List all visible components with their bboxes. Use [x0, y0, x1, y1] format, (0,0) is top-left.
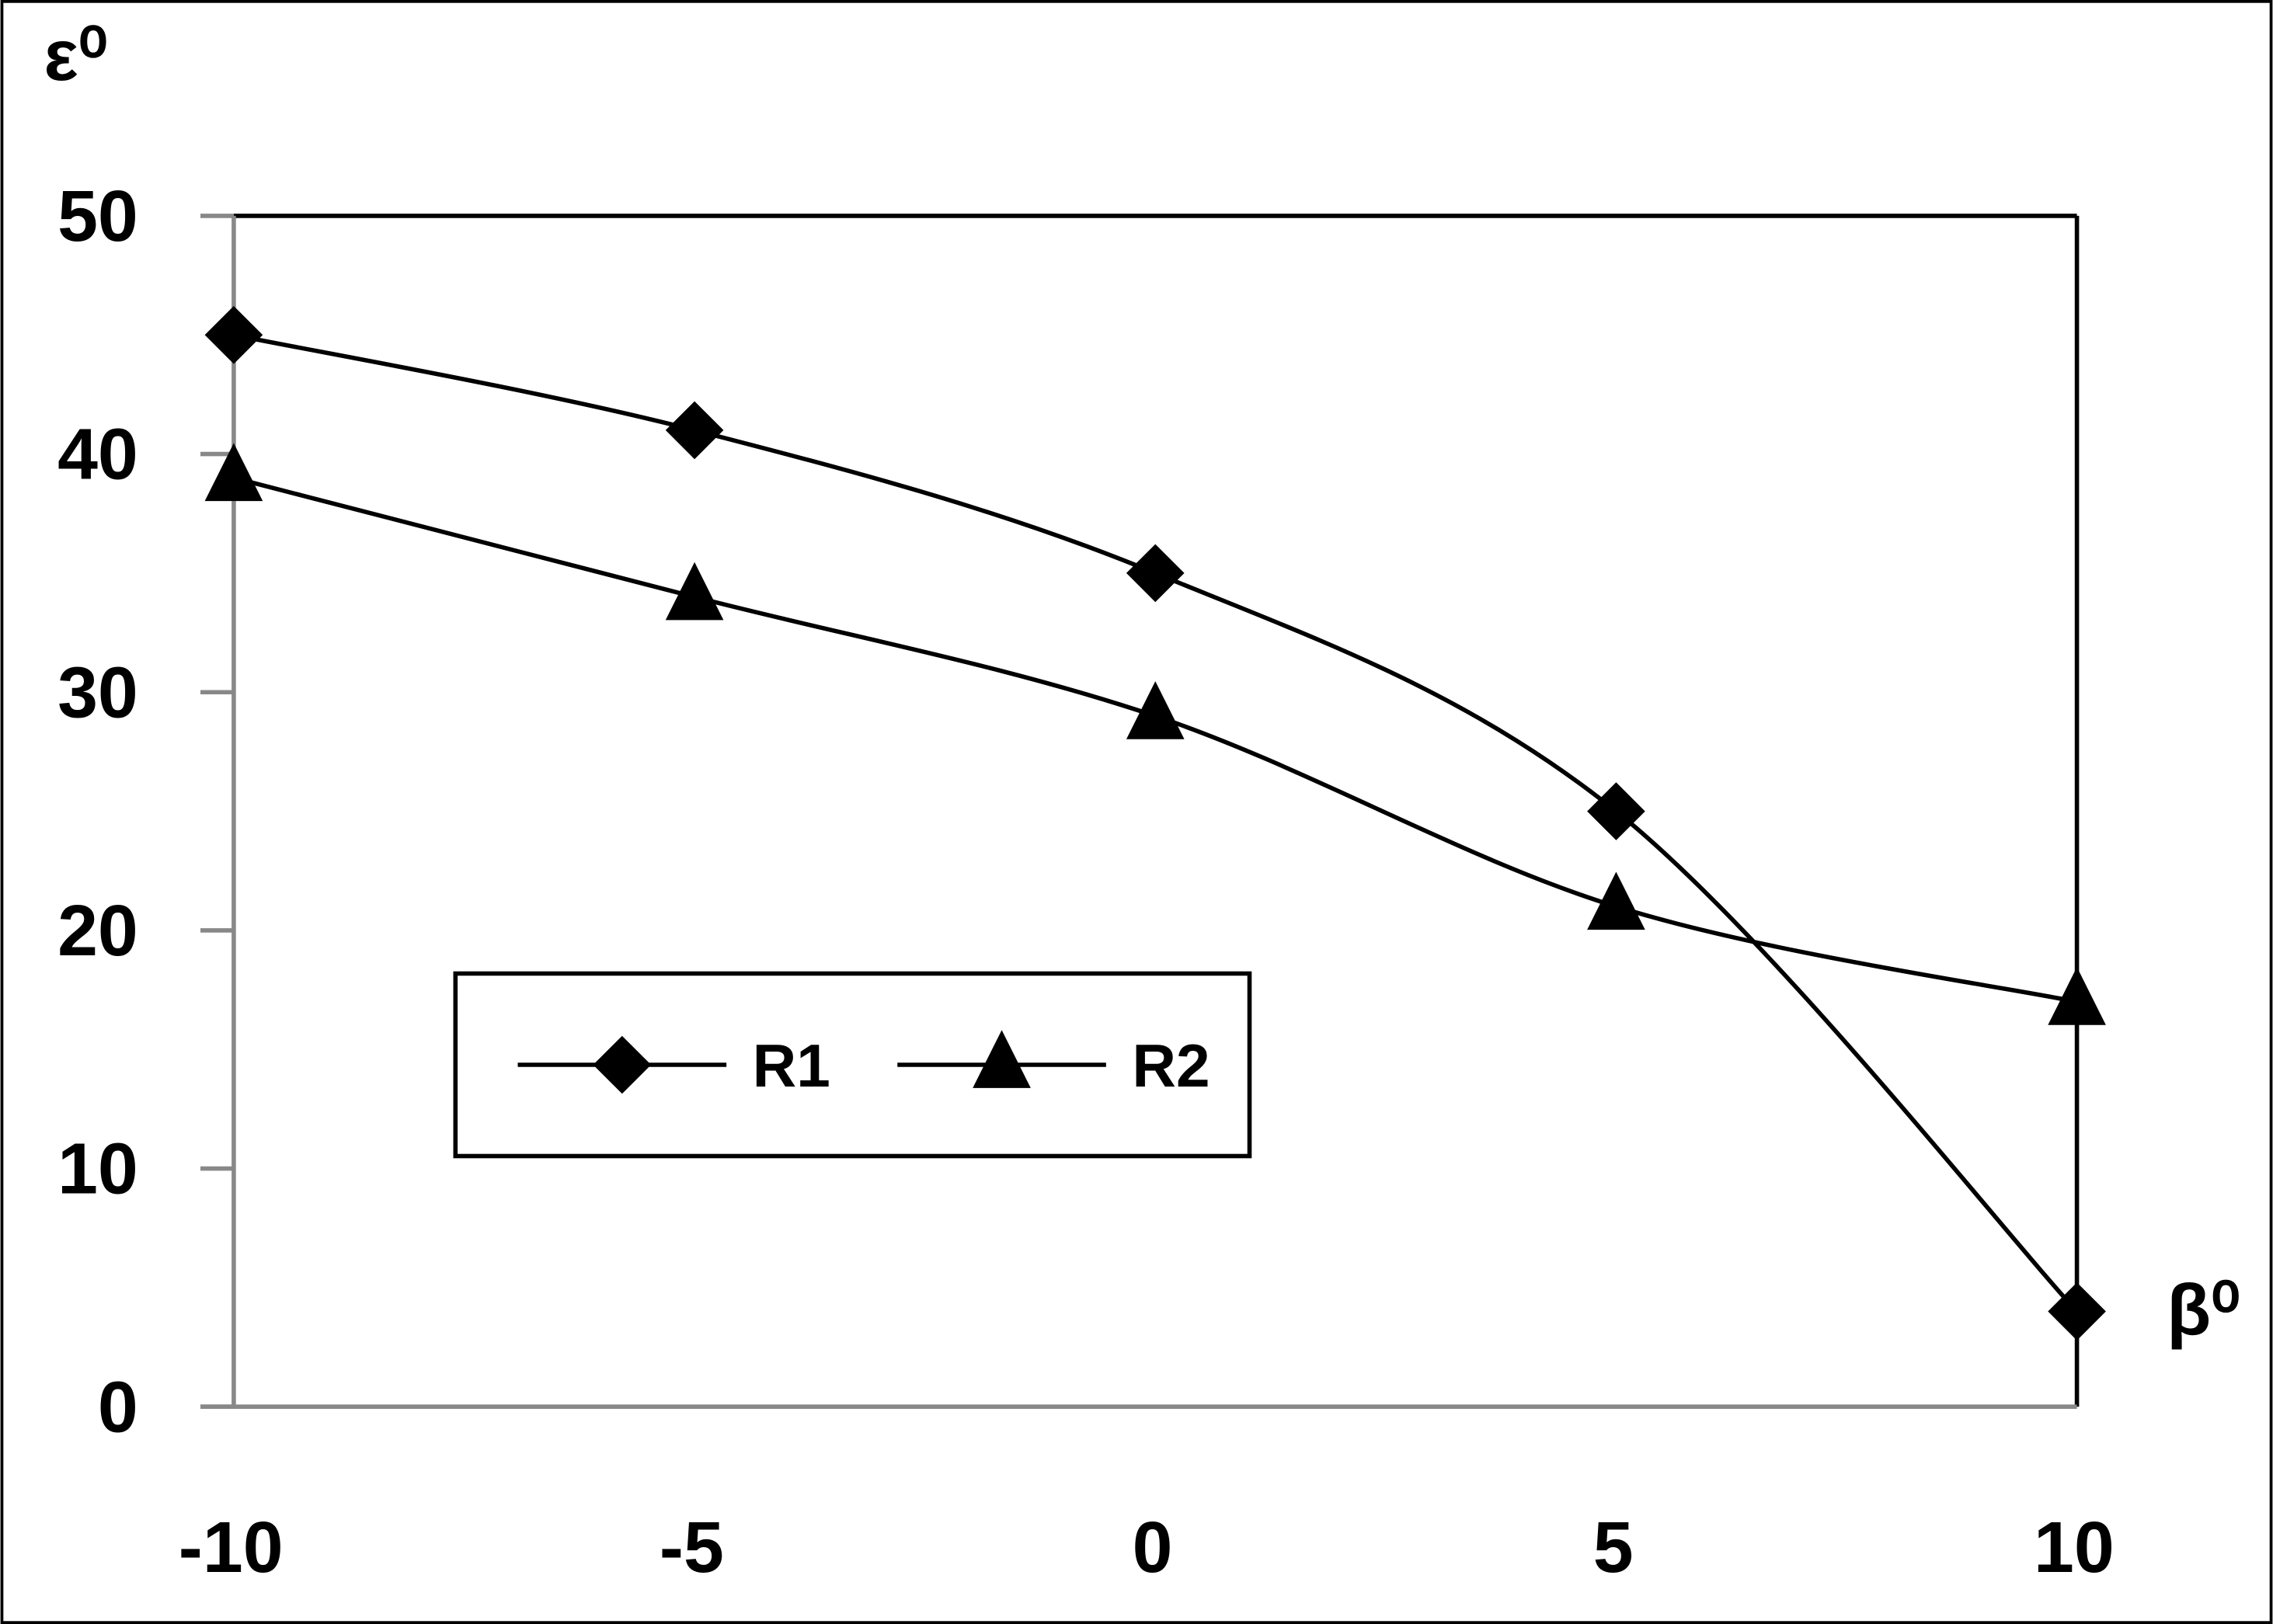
x-tick-label: 5 [1593, 1507, 1634, 1587]
marker-triangle [2048, 967, 2106, 1025]
y-tick-label: 10 [57, 1128, 138, 1209]
marker-triangle [1587, 871, 1645, 930]
legend-label: R2 [1132, 1031, 1210, 1100]
legend: R1 R2 [453, 971, 1252, 1159]
series-line [233, 332, 2079, 1313]
x-axis-label: β⁰ [2167, 1269, 2240, 1350]
marker-diamond [204, 305, 263, 364]
marker-triangle [204, 443, 263, 502]
x-tick-label: -5 [660, 1507, 724, 1587]
legend-label: R1 [753, 1031, 830, 1100]
y-axis-label: ε⁰ [44, 15, 108, 96]
marker-triangle [665, 562, 724, 621]
marker-diamond [665, 401, 724, 460]
y-tick-label: 20 [57, 890, 138, 971]
y-tick-label: 40 [57, 414, 138, 495]
y-tick-label: 30 [57, 652, 138, 732]
marker-diamond [1587, 782, 1645, 840]
x-tick-label: 0 [1133, 1507, 1173, 1587]
y-tick-label: 0 [98, 1366, 138, 1447]
marker-triangle [1126, 681, 1185, 739]
x-tick-label: -10 [179, 1507, 284, 1587]
marker-triangle [973, 1030, 1031, 1088]
x-tick-label: 10 [2034, 1507, 2115, 1587]
y-tick-label: 50 [57, 176, 138, 256]
